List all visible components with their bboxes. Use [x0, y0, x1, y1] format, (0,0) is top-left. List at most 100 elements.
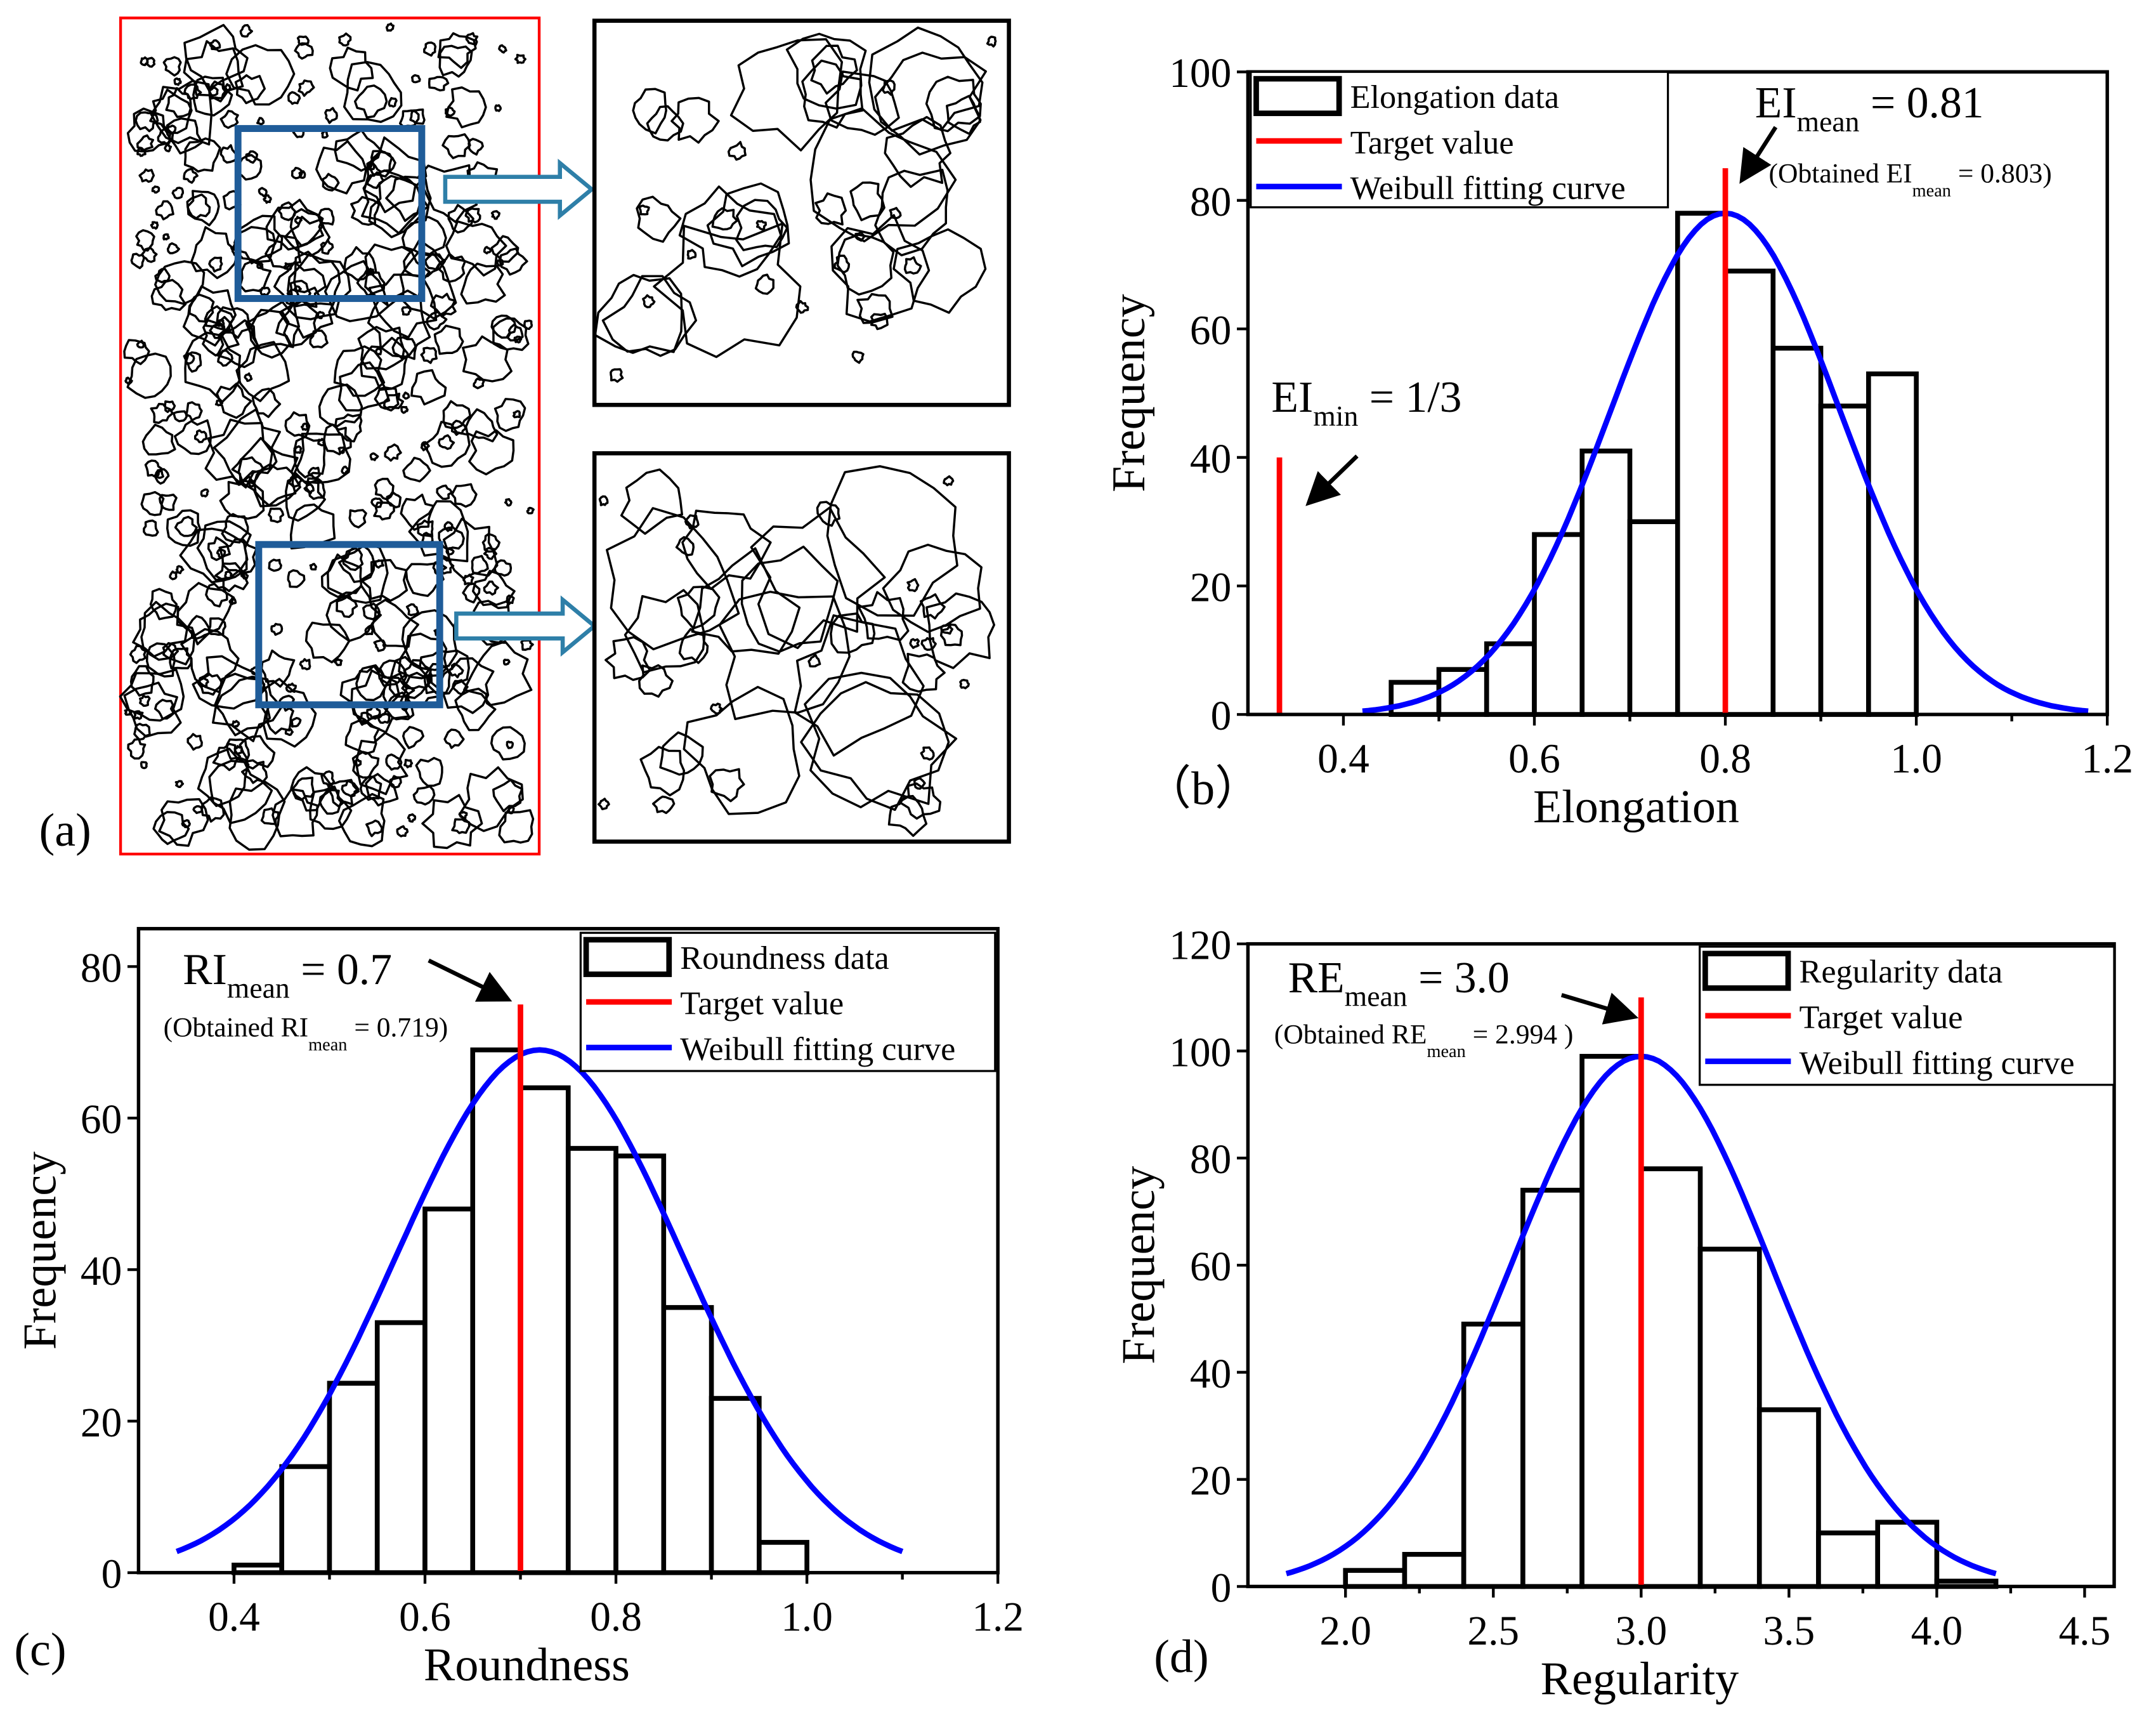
particle: [718, 590, 851, 720]
particle: [490, 726, 526, 761]
particle: [678, 185, 782, 278]
particle: [826, 465, 958, 617]
particle: [123, 681, 182, 738]
particle: [309, 563, 318, 571]
particle: [620, 468, 684, 535]
arrow-icon: [1739, 126, 1778, 184]
particle: [164, 400, 176, 414]
particle: [925, 592, 996, 669]
particle: [402, 659, 433, 690]
particle: [219, 110, 239, 129]
particle: [868, 26, 984, 132]
particle: [408, 500, 469, 563]
particle: [755, 220, 767, 231]
x-tick-label: 0.6: [399, 1594, 451, 1640]
particle: [169, 570, 178, 581]
annotation-value: = 1/3: [1358, 373, 1461, 422]
x-tick-label: 4.0: [1911, 1608, 1963, 1654]
histogram-bar: [1770, 345, 1824, 717]
y-tick-label: 100: [1169, 1030, 1231, 1075]
particle: [410, 74, 421, 84]
particle: [492, 317, 530, 352]
x-tick-label: 4.5: [2059, 1608, 2111, 1654]
histogram-bar: [279, 1464, 332, 1575]
particle: [836, 233, 895, 296]
particle: [192, 655, 266, 710]
annotation-subscript: mean: [308, 1035, 347, 1055]
particle: [126, 352, 172, 399]
particle: [214, 562, 249, 593]
x-tick-label: 0.4: [1317, 737, 1369, 782]
particle: [193, 429, 207, 444]
particle: [166, 509, 201, 547]
particle: [175, 565, 185, 574]
mean-annotation: REmean = 3.0: [1288, 954, 1510, 1013]
particle: [429, 292, 457, 318]
particle: [468, 429, 515, 476]
annotation-subscript: mean: [1427, 1042, 1465, 1061]
particle: [353, 84, 388, 119]
particle: [150, 279, 187, 312]
legend-entry: Target value: [1799, 999, 1963, 1035]
particle: [459, 811, 468, 819]
histogram-bar: [422, 1206, 476, 1575]
particle: [196, 520, 252, 581]
min-annotation: EImin = 1/3: [1271, 373, 1461, 432]
particle: [217, 349, 234, 367]
obtained-mean-annotation: (Obtained REmean = 2.994 ): [1274, 1019, 1574, 1061]
particle: [318, 383, 363, 428]
particle: [129, 665, 155, 697]
particle: [678, 628, 709, 664]
y-tick-label: 0: [101, 1552, 122, 1598]
legend-entry: Elongation data: [1350, 79, 1559, 115]
particle: [903, 256, 922, 275]
panel-label: (c): [14, 1624, 66, 1676]
particle: [420, 346, 438, 364]
particle: [601, 275, 698, 357]
particle: [324, 107, 338, 124]
particle: [265, 234, 301, 270]
particle: [409, 108, 426, 125]
particle: [337, 361, 391, 412]
x-tick-label: 0.6: [1508, 737, 1560, 782]
particle: [183, 40, 244, 103]
particle: [882, 543, 983, 633]
particle: [374, 477, 395, 501]
particle: [471, 570, 516, 610]
particle: [150, 79, 213, 146]
particle: [158, 494, 178, 511]
particle: [351, 751, 380, 779]
particle: [231, 720, 240, 728]
particle: [318, 789, 343, 815]
particle: [804, 671, 958, 808]
particle: [369, 150, 396, 178]
particle: [598, 495, 609, 506]
particle: [300, 423, 309, 431]
particle: [284, 727, 294, 737]
particle: [212, 675, 283, 742]
particle: [342, 547, 364, 571]
arrow-icon: [1560, 992, 1639, 1025]
histogram-bar: [757, 1540, 809, 1575]
particle: [361, 169, 422, 235]
particle: [165, 87, 192, 119]
particle: [303, 483, 315, 495]
particle: [423, 41, 437, 57]
obtained-mean-annotation: (Obtained EImean = 0.803): [1769, 159, 2052, 201]
histogram-bar: [613, 1153, 667, 1575]
particle: [338, 32, 352, 47]
particle: [207, 617, 226, 636]
arrow-upper-icon: [443, 159, 595, 220]
particle: [200, 488, 209, 498]
particle: [334, 658, 343, 667]
annotation-value: = 0.719): [347, 1013, 448, 1043]
legend-entry: Weibull fitting curve: [680, 1031, 955, 1068]
particle: [490, 314, 517, 339]
particle: [445, 86, 487, 129]
particle: [183, 168, 199, 184]
particle: [186, 615, 211, 640]
particle: [403, 758, 414, 769]
particle: [727, 141, 747, 161]
particle: [208, 256, 223, 273]
histogram-bar: [565, 1146, 618, 1575]
